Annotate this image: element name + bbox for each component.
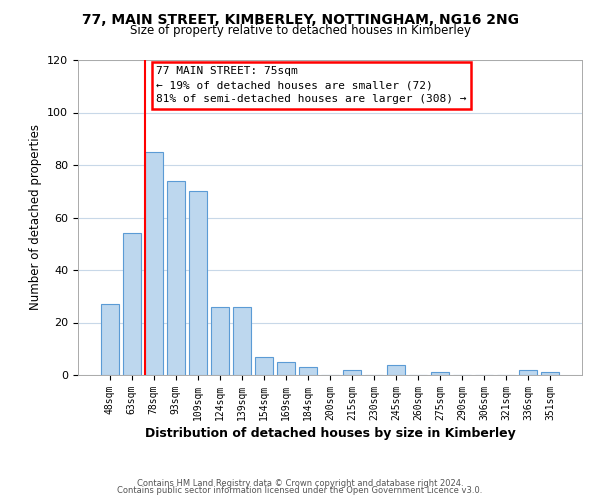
Bar bbox=[233, 306, 251, 375]
Bar bbox=[255, 356, 273, 375]
Bar bbox=[520, 370, 537, 375]
Text: Size of property relative to detached houses in Kimberley: Size of property relative to detached ho… bbox=[130, 24, 470, 37]
Bar bbox=[211, 306, 229, 375]
Text: 77, MAIN STREET, KIMBERLEY, NOTTINGHAM, NG16 2NG: 77, MAIN STREET, KIMBERLEY, NOTTINGHAM, … bbox=[82, 12, 518, 26]
Bar bbox=[167, 180, 185, 375]
Bar bbox=[123, 233, 140, 375]
Text: 77 MAIN STREET: 75sqm
← 19% of detached houses are smaller (72)
81% of semi-deta: 77 MAIN STREET: 75sqm ← 19% of detached … bbox=[156, 66, 467, 104]
Bar bbox=[189, 191, 206, 375]
Y-axis label: Number of detached properties: Number of detached properties bbox=[29, 124, 41, 310]
Bar bbox=[431, 372, 449, 375]
Bar bbox=[277, 362, 295, 375]
Text: Contains public sector information licensed under the Open Government Licence v3: Contains public sector information licen… bbox=[118, 486, 482, 495]
X-axis label: Distribution of detached houses by size in Kimberley: Distribution of detached houses by size … bbox=[145, 427, 515, 440]
Bar bbox=[101, 304, 119, 375]
Bar bbox=[387, 364, 405, 375]
Bar bbox=[541, 372, 559, 375]
Bar bbox=[343, 370, 361, 375]
Bar bbox=[145, 152, 163, 375]
Text: Contains HM Land Registry data © Crown copyright and database right 2024.: Contains HM Land Registry data © Crown c… bbox=[137, 478, 463, 488]
Bar bbox=[299, 367, 317, 375]
